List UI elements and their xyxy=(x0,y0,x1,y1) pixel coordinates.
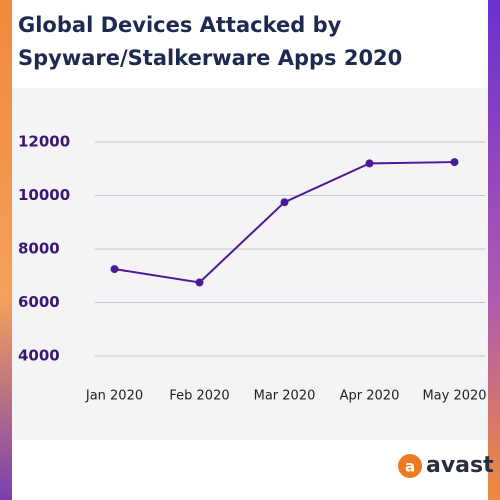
chart-title: Global Devices Attacked by xyxy=(18,13,342,37)
plot-panel xyxy=(12,88,488,440)
logo-icon: a xyxy=(405,458,415,476)
point xyxy=(365,159,374,168)
x-tick-label: Mar 2020 xyxy=(254,389,316,404)
point xyxy=(110,265,119,274)
right-border xyxy=(488,0,500,500)
chart-title: Spyware/Stalkerware Apps 2020 xyxy=(18,46,402,70)
y-tick-label: 6000 xyxy=(18,293,60,311)
x-tick-label: Apr 2020 xyxy=(340,389,400,404)
x-tick-label: Jan 2020 xyxy=(85,389,143,404)
x-tick-label: May 2020 xyxy=(422,389,486,404)
point xyxy=(280,198,289,207)
logo-icon xyxy=(398,454,422,478)
y-tick-label: 8000 xyxy=(18,240,60,258)
x-tick-label: Feb 2020 xyxy=(169,389,229,404)
left-border xyxy=(0,0,12,500)
point xyxy=(195,278,204,287)
y-tick-label: 10000 xyxy=(18,186,70,204)
point xyxy=(450,158,459,167)
y-tick-label: 12000 xyxy=(18,133,70,151)
brand: avast xyxy=(426,453,494,478)
y-tick-label: 4000 xyxy=(18,347,60,365)
